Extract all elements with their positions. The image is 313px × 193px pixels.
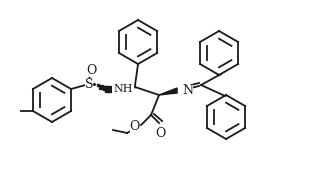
Text: NH: NH [113, 84, 132, 94]
Text: O: O [130, 119, 140, 133]
Text: O: O [86, 63, 96, 76]
Polygon shape [159, 88, 177, 95]
Text: O: O [155, 127, 165, 140]
Text: S: S [85, 78, 93, 91]
Text: N: N [182, 84, 193, 96]
